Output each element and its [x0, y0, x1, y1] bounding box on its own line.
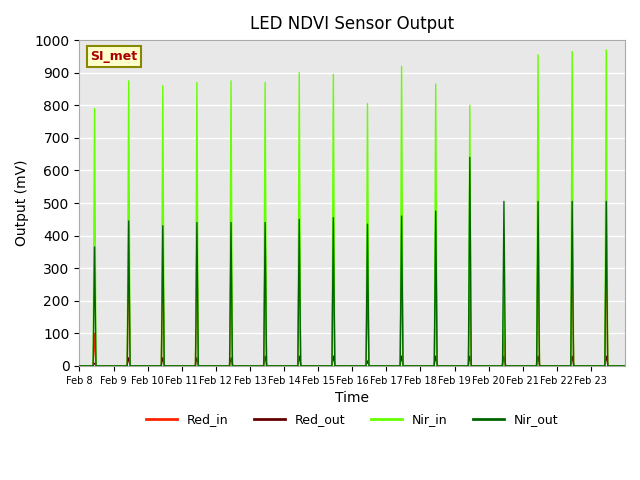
Red_out	[547, 363, 555, 369]
Nir_out	[248, 363, 255, 369]
Nir_out	[516, 363, 524, 369]
Nir_out	[614, 363, 621, 369]
Line: Nir_out: Nir_out	[79, 157, 625, 366]
Nir_out	[466, 155, 474, 160]
Red_in	[330, 220, 337, 226]
Title: LED NDVI Sensor Output: LED NDVI Sensor Output	[250, 15, 454, 33]
Line: Nir_in: Nir_in	[79, 50, 625, 366]
Text: SI_met: SI_met	[90, 50, 138, 63]
Red_in	[547, 363, 555, 369]
X-axis label: Time: Time	[335, 391, 369, 405]
Nir_in	[614, 363, 621, 369]
Red_in	[248, 363, 255, 369]
Nir_out	[76, 363, 83, 369]
Red_out	[248, 363, 255, 369]
Red_out	[76, 363, 83, 369]
Legend: Red_in, Red_out, Nir_in, Nir_out: Red_in, Red_out, Nir_in, Nir_out	[141, 408, 563, 432]
Nir_out	[547, 363, 555, 369]
Red_in	[621, 363, 629, 369]
Red_in	[516, 363, 524, 369]
Red_in	[614, 363, 621, 369]
Nir_in	[248, 363, 255, 369]
Nir_in	[621, 363, 629, 369]
Nir_in	[516, 363, 524, 369]
Nir_in	[130, 363, 138, 369]
Nir_out	[621, 363, 629, 369]
Line: Red_in: Red_in	[79, 223, 625, 366]
Red_out	[385, 363, 393, 369]
Nir_out	[385, 363, 393, 369]
Red_out	[614, 363, 621, 369]
Nir_out	[130, 363, 138, 369]
Red_in	[385, 363, 393, 369]
Nir_in	[385, 363, 393, 369]
Red_out	[130, 363, 138, 369]
Red_out	[261, 353, 269, 359]
Line: Red_out: Red_out	[79, 356, 625, 366]
Nir_in	[602, 47, 610, 53]
Y-axis label: Output (mV): Output (mV)	[15, 160, 29, 246]
Nir_in	[547, 363, 555, 369]
Red_in	[130, 363, 138, 369]
Red_out	[621, 363, 629, 369]
Red_in	[76, 363, 83, 369]
Nir_in	[76, 363, 83, 369]
Red_out	[516, 363, 524, 369]
